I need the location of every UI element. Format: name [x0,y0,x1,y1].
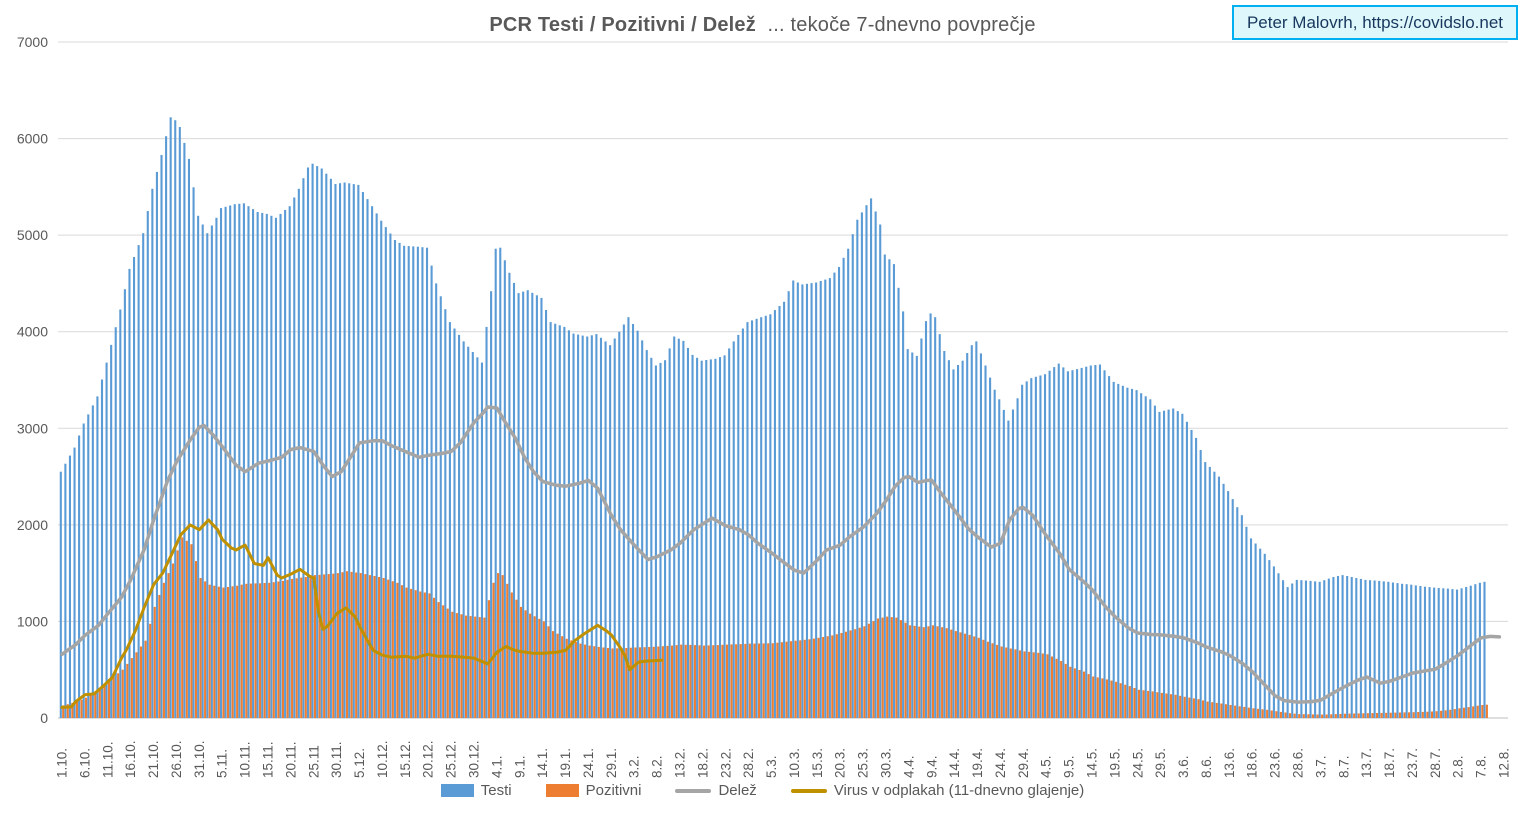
credit-box: Peter Malovrh, https://covidslo.net [1231,5,1518,41]
svg-text:2.8.: 2.8. [1451,755,1466,778]
svg-text:25.12.: 25.12. [444,740,459,778]
svg-text:18.6.: 18.6. [1245,748,1260,778]
legend-item-testi: Testi [440,782,512,799]
svg-text:4.4.: 4.4. [901,755,916,778]
svg-text:28.6.: 28.6. [1291,748,1306,778]
pozitivni-bars [62,537,1488,718]
svg-text:15.11.: 15.11. [261,741,276,778]
y-axis-labels: 0 1000 2000 3000 4000 5000 6000 7000 [17,34,48,726]
svg-text:6000: 6000 [17,131,48,147]
legend-item-virus: Virus v odplakah (11-dnevno glajenje) [790,782,1085,799]
svg-text:7000: 7000 [17,34,48,50]
svg-text:8.6.: 8.6. [1199,755,1214,778]
svg-text:14.1.: 14.1. [535,748,550,778]
chart-title: PCR Testi / Pozitivni / Delež ... tekoče… [0,14,1525,37]
svg-text:15.3.: 15.3. [810,748,825,778]
chart-legend: Testi Pozitivni Delež Virus v odplakah (11-… [0,782,1525,799]
legend-swatch-virus [790,788,827,793]
svg-text:13.7.: 13.7. [1359,748,1374,778]
svg-text:25.11: 25.11 [306,745,321,778]
svg-text:3.7.: 3.7. [1313,755,1328,778]
svg-text:13.6.: 13.6. [1222,748,1237,778]
svg-text:5000: 5000 [17,227,48,243]
svg-text:10.12.: 10.12. [375,740,390,778]
svg-text:3000: 3000 [17,420,48,436]
svg-text:8.7.: 8.7. [1336,755,1351,778]
svg-text:24.5.: 24.5. [1130,748,1145,778]
legend-item-delez: Delež [675,782,757,799]
svg-text:5.3.: 5.3. [764,755,779,778]
svg-text:6.10.: 6.10. [77,748,92,778]
svg-text:4000: 4000 [17,324,48,340]
svg-text:2000: 2000 [17,517,48,533]
svg-text:20.11.: 20.11. [283,741,298,778]
chart-title-subtitle: ... tekoče 7-dnevno povprečje [767,14,1036,36]
svg-text:10.3.: 10.3. [787,748,802,778]
svg-text:1.10.: 1.10. [55,748,70,778]
svg-text:20.12.: 20.12. [421,740,436,778]
svg-text:0: 0 [40,710,48,726]
svg-text:26.10.: 26.10. [169,740,184,778]
svg-text:29.4.: 29.4. [1016,748,1031,778]
svg-text:14.5.: 14.5. [1085,748,1100,778]
svg-text:4.5.: 4.5. [1039,755,1054,778]
x-axis-labels: 1.10. 6.10. 11.10. 16.10. 21.10. 26.10. 31.10.… [55,740,1512,778]
svg-text:3.6.: 3.6. [1176,755,1191,778]
svg-text:31.10.: 31.10. [192,740,207,778]
svg-text:11.10.: 11.10. [100,741,115,778]
legend-label-virus: Virus v odplakah (11-dnevno glajenje) [833,782,1085,799]
svg-text:19.1.: 19.1. [558,748,573,778]
svg-text:9.4.: 9.4. [924,755,939,778]
svg-text:23.2.: 23.2. [718,748,733,778]
chart-title-bold: PCR Testi / Pozitivni / Delež [489,14,756,36]
svg-text:12.8.: 12.8. [1497,748,1512,778]
legend-swatch-testi [440,784,474,797]
svg-text:8.2.: 8.2. [650,755,665,778]
legend-label-delez: Delež [718,782,757,799]
svg-text:18.7.: 18.7. [1382,748,1397,778]
svg-text:21.10.: 21.10. [146,740,161,778]
virus-line [60,518,664,709]
svg-text:30.12.: 30.12. [467,740,482,778]
svg-text:9.5.: 9.5. [1062,755,1077,778]
svg-text:30.11.: 30.11. [329,741,344,778]
svg-text:23.6.: 23.6. [1268,748,1283,778]
svg-text:29.1.: 29.1. [604,748,619,778]
svg-text:9.1.: 9.1. [512,755,527,778]
svg-text:1000: 1000 [17,613,48,629]
svg-text:10.11.: 10.11. [238,741,253,778]
svg-text:29.5.: 29.5. [1153,748,1168,778]
svg-text:7.8.: 7.8. [1474,755,1489,778]
svg-text:23.7.: 23.7. [1405,748,1420,778]
legend-swatch-delez [675,788,712,793]
svg-text:4.1.: 4.1. [489,755,504,778]
svg-text:15.12.: 15.12. [398,740,413,778]
legend-item-pozitivni: Pozitivni [545,782,642,799]
legend-label-testi: Testi [480,782,512,799]
svg-text:28.2.: 28.2. [741,748,756,778]
delez-line [60,405,1502,704]
credit-text: Peter Malovrh, https://covidslo.net [1246,13,1503,32]
svg-text:5.12.: 5.12. [352,748,367,778]
svg-text:28.7.: 28.7. [1428,748,1443,778]
svg-text:5.11.: 5.11. [215,749,230,778]
svg-text:16.10.: 16.10. [123,740,138,778]
svg-text:30.3.: 30.3. [879,748,894,778]
svg-text:19.5.: 19.5. [1107,748,1122,778]
legend-swatch-pozitivni [545,784,579,797]
svg-text:14.4.: 14.4. [947,748,962,778]
svg-text:25.3.: 25.3. [856,748,871,778]
svg-text:19.4.: 19.4. [970,748,985,778]
legend-label-pozitivni: Pozitivni [585,782,642,799]
svg-text:13.2.: 13.2. [673,748,688,778]
svg-text:20.3.: 20.3. [833,748,848,778]
svg-text:3.2.: 3.2. [627,755,642,778]
svg-text:18.2.: 18.2. [695,748,710,778]
svg-text:24.1.: 24.1. [581,748,596,778]
svg-text:24.4.: 24.4. [993,748,1008,778]
